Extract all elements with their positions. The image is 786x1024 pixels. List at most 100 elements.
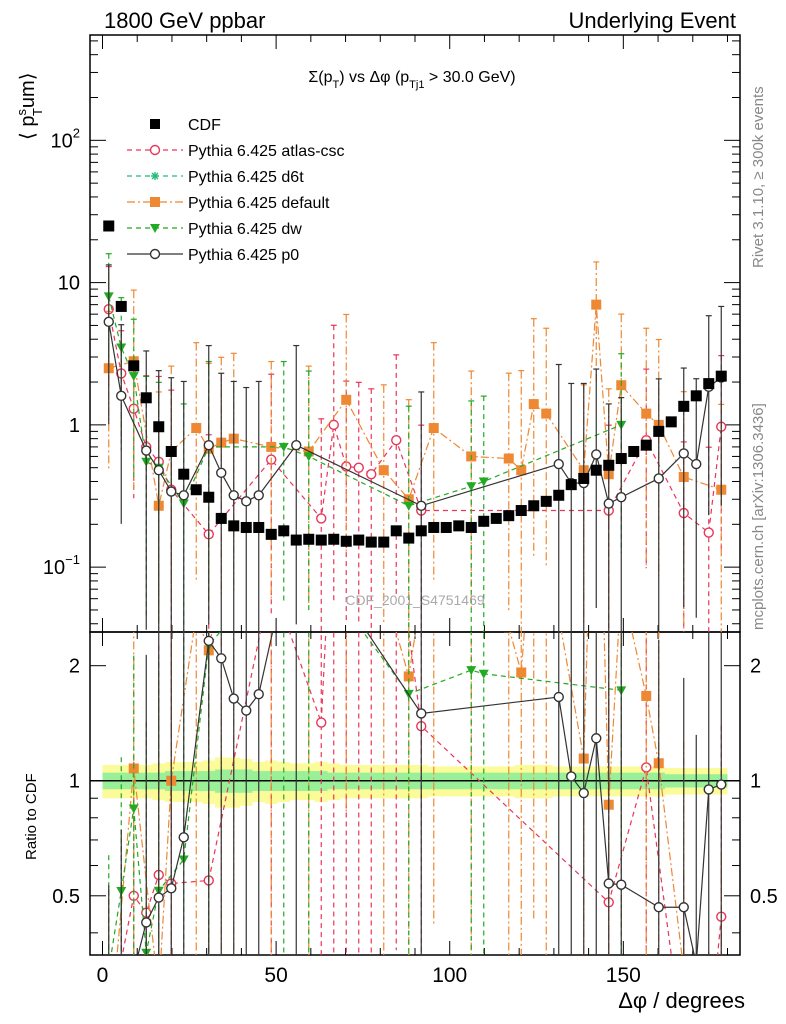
ratio-point — [478, 669, 489, 679]
title-sigma-sub: T — [332, 79, 339, 91]
series-point — [141, 445, 152, 456]
legend-entry-pythia-6-425-atlas-csc: Pythia 6.425 atlas-csc — [127, 143, 345, 160]
cdf-point — [153, 421, 165, 433]
series-point — [503, 453, 514, 464]
title-sigma: Σ(p — [308, 69, 332, 86]
series-point — [228, 490, 239, 501]
cdf-point — [603, 459, 615, 471]
legend-label: Pythia 6.425 dw — [188, 221, 302, 238]
series-point — [291, 439, 302, 451]
x-tick-label: 150 — [606, 964, 641, 987]
series-point — [603, 498, 614, 509]
cdf-point — [178, 468, 190, 480]
series-point — [203, 439, 214, 451]
cdf-point — [665, 416, 677, 428]
cdf-point — [278, 525, 290, 537]
ratio-point — [153, 892, 164, 903]
cdf-point — [640, 439, 652, 451]
cdf-point — [453, 520, 465, 532]
y-tick-label-main: 10 — [58, 273, 80, 295]
cdf-point — [440, 521, 452, 533]
series-point — [391, 435, 402, 446]
ratio-point — [104, 1000, 113, 1009]
header-right: Underlying Event — [568, 8, 736, 33]
y-tick-label-ratio: 1 — [69, 771, 80, 793]
ratio-point — [703, 784, 714, 795]
ratio-point — [141, 917, 152, 928]
series-point — [703, 527, 714, 538]
cdf-point — [165, 445, 177, 457]
series-point — [653, 473, 664, 484]
ratio-series-group — [104, 610, 727, 1024]
ratio-point — [191, 610, 201, 620]
series-point — [303, 452, 314, 462]
legend-label: Pythia 6.425 d6t — [188, 169, 304, 186]
x-tick-label: 50 — [264, 964, 287, 987]
title-mid-sub: Tj1 — [409, 79, 424, 91]
series-line — [108, 321, 722, 507]
title-end: > 30.0 GeV) — [424, 69, 515, 86]
legend-entry-pythia-6-425-p0: Pythia 6.425 p0 — [127, 247, 299, 264]
y-tick-label-ratio-right: 1 — [750, 771, 761, 793]
series-point — [641, 408, 652, 419]
ratio-point — [578, 787, 589, 799]
legend-entry-cdf: CDF — [150, 117, 221, 134]
cdf-point — [365, 536, 377, 548]
y-tick-label-main: 1 — [69, 415, 80, 437]
cdf-point — [565, 479, 577, 491]
analysis-watermark: CDF_2001_S4751469 — [345, 592, 485, 608]
series-point — [241, 496, 252, 507]
legend-marker — [150, 197, 160, 207]
cdf-point — [115, 300, 127, 312]
ratio-point — [216, 653, 227, 664]
cdf-point — [703, 378, 715, 390]
cdf-point — [465, 521, 477, 533]
ratio-point — [228, 693, 239, 704]
x-tick-label: 0 — [97, 964, 109, 987]
series-point — [466, 482, 477, 492]
cdf-point — [553, 489, 565, 501]
ratio-point — [117, 956, 126, 965]
cdf-point — [628, 445, 640, 457]
cdf-point — [653, 425, 665, 437]
series-point — [591, 299, 602, 310]
y-tick-base: 10 — [51, 130, 73, 152]
cdf-point — [265, 528, 277, 540]
series-point — [678, 448, 689, 459]
y-tick-label-main: 102 — [51, 125, 80, 152]
ratio-point — [166, 883, 177, 894]
cdf-point — [228, 520, 240, 532]
legend-entry-pythia-6-425-d6t: Pythia 6.425 d6t — [127, 169, 304, 186]
series-point — [166, 486, 177, 497]
y-tick-label-ratio-right: 2 — [750, 656, 761, 678]
ratio-point — [566, 771, 577, 782]
cdf-point — [590, 464, 602, 476]
cdf-point — [203, 491, 215, 503]
series-point — [528, 399, 539, 410]
ratio-point — [603, 878, 614, 889]
cdf-point — [478, 515, 490, 527]
series-point — [328, 419, 339, 431]
ratio-point — [692, 960, 701, 969]
title-mid: ) vs Δφ (p — [339, 69, 409, 86]
y-axis-ratio-label: Ratio to CDF — [23, 773, 40, 860]
legend-entry-pythia-6-425-dw: Pythia 6.425 dw — [127, 221, 302, 238]
legend-marker — [150, 224, 160, 233]
series-layer — [103, 253, 727, 1024]
ratio-point — [591, 733, 602, 744]
series-point — [416, 500, 427, 511]
legend-label: Pythia 6.425 p0 — [188, 247, 299, 264]
star-d2 — [151, 172, 159, 180]
header-left: 1800 GeV ppbar — [104, 8, 265, 33]
y-tick-exponent: 2 — [73, 125, 80, 140]
series-point — [153, 465, 164, 476]
ratio-point — [203, 635, 214, 647]
y-label-sub: T — [30, 108, 45, 116]
legend-label: CDF — [188, 117, 221, 134]
series-point — [341, 394, 352, 405]
series-point — [353, 462, 364, 473]
cdf-point — [290, 534, 302, 546]
series-line — [108, 309, 722, 536]
cdf-point — [378, 536, 390, 548]
ratio-point — [117, 1016, 126, 1024]
